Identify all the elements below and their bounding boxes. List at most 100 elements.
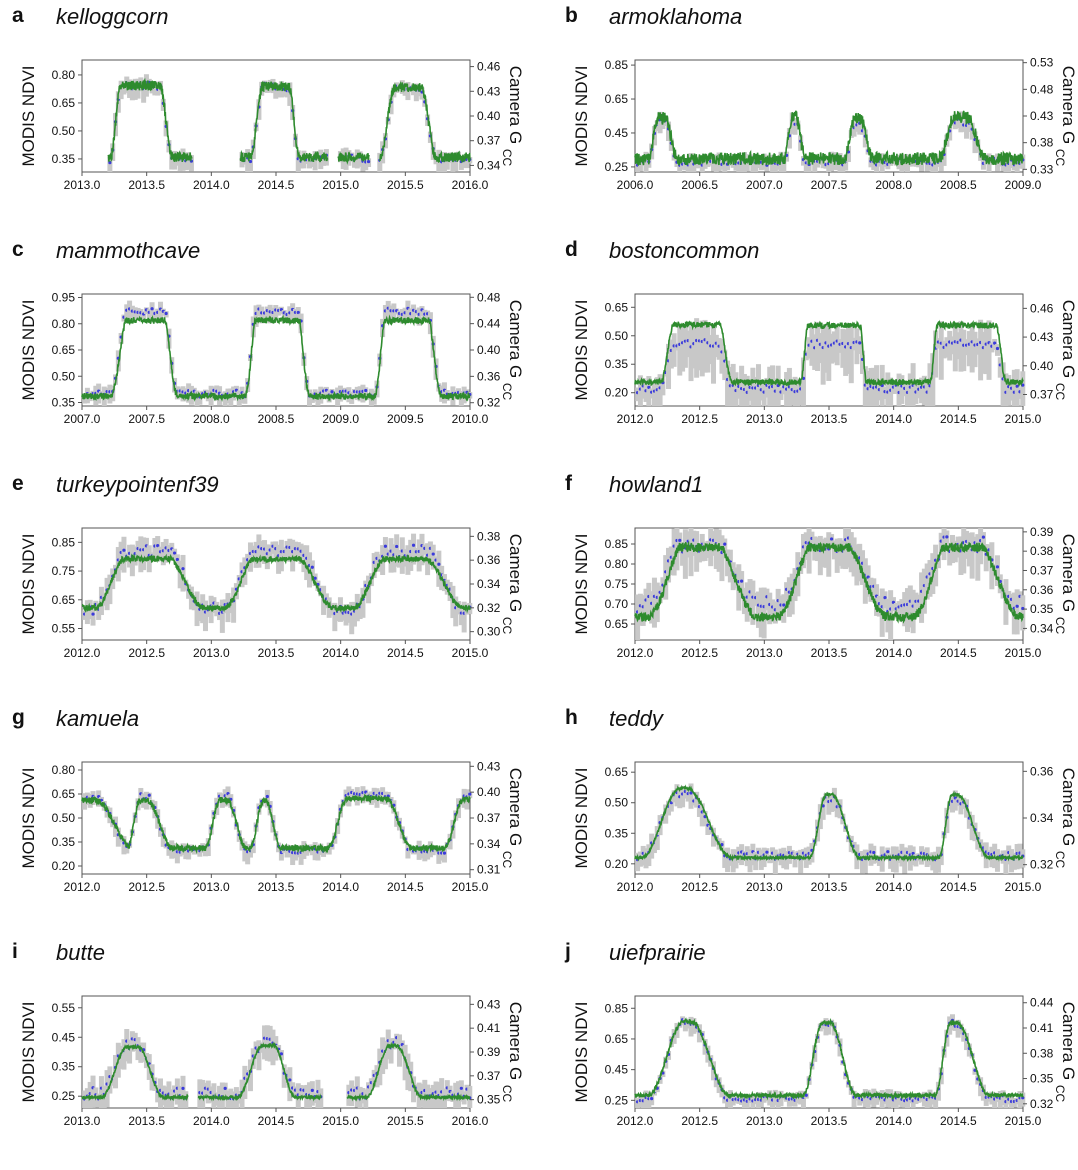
modis-range-bar — [1009, 849, 1015, 873]
y-axis-label-left: MODIS NDVI — [572, 767, 591, 868]
x-tick-label: 2007.0 — [64, 412, 101, 426]
y-tick-label-right: 0.30 — [477, 625, 501, 639]
modis-range-bar — [845, 145, 851, 163]
modis-range-bar — [346, 387, 352, 403]
modis-range-bar — [767, 592, 773, 625]
y-tick-label-left: 0.65 — [605, 92, 629, 106]
modis-range-bar — [405, 844, 411, 859]
y-tick-label-right: 0.36 — [477, 553, 501, 567]
modis-range-bar — [253, 541, 259, 568]
chart-svg: 2012.0 2012.5 2013.0 2013.5 2014.0 2014.5 2015… — [572, 995, 1078, 1128]
modis-range-bar — [441, 382, 447, 404]
y-tick-label-right: 0.31 — [477, 863, 501, 877]
modis-range-bar — [96, 1093, 102, 1108]
y-tick-label-right: 0.35 — [477, 1093, 501, 1107]
modis-range-bar — [739, 365, 745, 406]
modis-range-bar — [96, 602, 102, 620]
modis-range-bar — [422, 845, 428, 862]
modis-range-bar — [837, 339, 843, 353]
modis-range-bar — [1006, 845, 1012, 865]
modis-point — [720, 843, 724, 847]
camera-gcc-line — [81, 793, 471, 855]
modis-range-bar — [680, 785, 686, 808]
modis-range-bar — [885, 1089, 891, 1108]
modis-range-bar — [896, 373, 902, 406]
modis-range-bar — [1014, 589, 1020, 635]
x-tick-label: 2013.0 — [746, 412, 783, 426]
modis-range-bar — [994, 555, 1000, 586]
modis-range-bar — [121, 536, 127, 573]
modis-range-bar — [247, 542, 253, 572]
y-tick-label-right: 0.37 — [477, 811, 501, 825]
modis-range-bar — [411, 304, 417, 320]
modis-range-bar — [388, 305, 394, 320]
modis-range-bar — [935, 846, 941, 873]
x-tick-label: 2015.0 — [1005, 1114, 1042, 1128]
modis-range-bar — [290, 303, 296, 320]
modis-range-bar — [702, 1039, 708, 1055]
modis-range-bar — [823, 324, 829, 373]
y-tick-label-left: 0.85 — [605, 537, 629, 551]
modis-range-bar — [829, 333, 835, 364]
modis-range-bar — [876, 595, 882, 617]
y-tick-label-right: 0.37 — [1030, 388, 1054, 402]
x-tick-label: 2013.0 — [746, 1114, 783, 1128]
x-tick-label: 2007.5 — [811, 178, 848, 192]
modis-range-bar — [371, 1069, 377, 1085]
modis-range-bar — [955, 1019, 961, 1038]
modis-range-bar — [941, 340, 947, 359]
x-tick-label: 2014.0 — [875, 412, 912, 426]
modis-range-bar — [660, 374, 666, 396]
x-tick-label: 2012.5 — [128, 880, 165, 894]
modis-range-bar — [441, 847, 447, 863]
modis-range-bar — [913, 384, 919, 404]
modis-range-bar — [761, 587, 767, 639]
modis-range-bar — [966, 117, 972, 132]
modis-range-bar — [666, 800, 672, 816]
modis-range-bar — [888, 853, 894, 869]
panel-letter: h — [565, 706, 578, 729]
modis-range-bar — [388, 1038, 394, 1064]
y-tick-label-left: 0.95 — [52, 291, 76, 305]
y-axis-label-left: MODIS NDVI — [572, 533, 591, 634]
figure: a kelloggcorn 2013.0 2013.5 2014.0 2014.5 2015… — [0, 4, 1078, 1128]
modis-range-bar — [169, 542, 175, 559]
modis-range-bar — [1014, 156, 1020, 172]
modis-point — [313, 576, 317, 580]
modis-range-bar — [691, 1018, 697, 1034]
modis-point — [995, 346, 1000, 351]
modis-range-bar — [104, 1070, 110, 1108]
modis-range-bar — [817, 333, 823, 364]
modis-range-bar — [253, 305, 259, 327]
modis-range-bar — [916, 383, 922, 399]
modis-range-bar — [862, 1089, 868, 1108]
modis-range-bar — [1006, 590, 1012, 606]
modis-range-bar — [1017, 1091, 1023, 1108]
y-axis-label-right-sub: CC — [500, 1085, 514, 1103]
modis-point — [993, 341, 997, 345]
x-tick-label: 2015.0 — [1005, 412, 1042, 426]
y-axis-label-right-main: Camera G — [506, 1002, 525, 1085]
modis-range-bar — [180, 386, 186, 402]
modis-range-bar — [388, 538, 394, 573]
y-axis-label-right: Camera G CC — [1053, 534, 1078, 635]
modis-range-bar — [666, 121, 672, 142]
modis-range-bar — [840, 540, 846, 569]
modis-range-bar — [860, 350, 866, 375]
modis-range-bar — [958, 321, 964, 372]
modis-range-bar — [115, 827, 121, 847]
chart-panel-g: g kamuela 2012.0 2012.5 2013.0 2013.5 2014.0 20… — [0, 702, 539, 936]
modis-range-bar — [719, 535, 725, 582]
modis-range-bar — [127, 1039, 133, 1064]
modis-range-bar — [725, 847, 731, 873]
modis-range-bar — [772, 601, 778, 624]
y-tick-label-left: 0.65 — [52, 96, 76, 110]
modis-range-bar — [831, 331, 837, 363]
x-tick-label: 2013.5 — [258, 880, 295, 894]
modis-range-bar — [972, 331, 978, 368]
modis-range-bar — [682, 1018, 688, 1032]
modis-range-bar — [304, 545, 310, 581]
x-tick-label: 2012.0 — [64, 880, 101, 894]
x-tick-label: 2012.5 — [681, 412, 718, 426]
modis-range-bar — [874, 584, 880, 616]
